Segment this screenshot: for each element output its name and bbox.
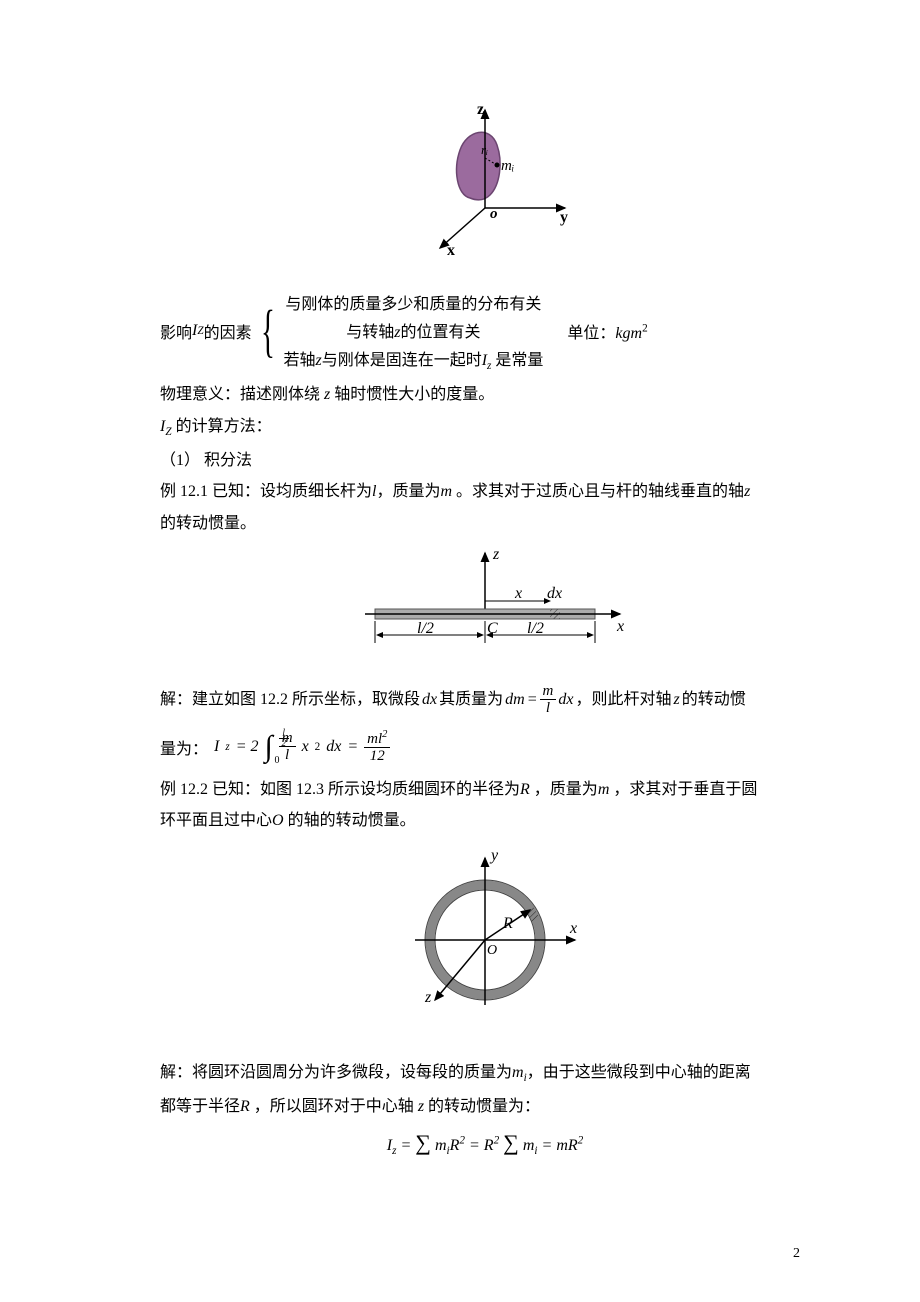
svg-text:z: z <box>492 546 500 563</box>
solution-2-line1: 解：将圆环沿圆周分为许多微段，设每段的质量为mi，由于这些微段到中心轴的距离 <box>160 1060 810 1088</box>
example-1-line1: 例 12.1 已知：设均质细长杆为l，质量为m 。求其对于过质心且与杆的轴线垂直… <box>160 479 810 505</box>
factor-item-2: 与转轴z的位置有关 <box>283 318 543 342</box>
svg-text:l/2: l/2 <box>527 620 544 637</box>
svg-text:l/2: l/2 <box>417 620 434 637</box>
solution-1-line1: 解：建立如图 12.2 所示坐标，取微段dx 其质量为 dm = ml dx，则… <box>160 683 810 717</box>
physical-meaning: 物理意义：描述刚体绕 z 轴时惯性大小的度量。 <box>160 382 810 408</box>
svg-text:x: x <box>616 618 624 635</box>
svg-text:y: y <box>489 847 499 864</box>
svg-text:O: O <box>487 943 497 958</box>
solution-2-formula: Iz = ∑ miR2 = R2 ∑ mi = mR2 <box>160 1130 810 1157</box>
figure-2-rod: z x x dx l/2 l/2 C <box>160 543 810 663</box>
fig1-y-label: y <box>560 209 568 226</box>
example-2-line2: 环平面且过中心O 的轴的转动惯量。 <box>160 808 810 834</box>
svg-text:x: x <box>514 585 522 602</box>
example-1-line2: 的转动惯量。 <box>160 511 810 537</box>
fig1-z-label: z <box>477 101 484 118</box>
figure-1-axes-blob: z y x o rᵢ mᵢ <box>160 100 810 270</box>
factors-prefix: 影响 <box>160 319 192 343</box>
svg-text:C: C <box>487 620 498 637</box>
figure-3-ring: y x z R O <box>160 840 810 1040</box>
factor-item-1: 与刚体的质量多少和质量的分布有关 <box>283 290 543 314</box>
solution-1-formula: 量为： Iz = 2 ∫l20 ml x2dx = ml212 <box>160 729 810 765</box>
factors-unit: 单位：kgm2 <box>567 319 647 343</box>
svg-text:x: x <box>569 920 577 937</box>
solution-2-line2: 都等于半径R ，所以圆环对于中心轴 z 的转动惯量为： <box>160 1094 810 1120</box>
page-number: 2 <box>793 1246 800 1262</box>
factors-bracket-block: 影响 IZ 的因素 { 与刚体的质量多少和质量的分布有关 与转轴z的位置有关 若… <box>160 290 810 372</box>
fig1-ri-label: rᵢ <box>481 142 488 157</box>
svg-text:R: R <box>502 915 513 932</box>
example-2-line1: 例 12.2 已知：如图 12.3 所示设均质细圆环的半径为R ，质量为m ，求… <box>160 777 810 803</box>
fig1-o-label: o <box>490 206 498 222</box>
calc-method-heading: IZ 的计算方法： <box>160 414 810 442</box>
fig1-mi-label: mᵢ <box>501 158 514 174</box>
method-1-label: （1） 积分法 <box>160 448 810 474</box>
fig1-x-label: x <box>447 242 455 259</box>
big-bracket-icon: { <box>261 302 275 360</box>
svg-text:dx: dx <box>547 585 562 602</box>
factor-item-3: 若轴z与刚体是固连在一起时Iz 是常量 <box>283 346 543 372</box>
factors-mid: 的因素 <box>204 319 252 343</box>
svg-text:z: z <box>424 989 432 1006</box>
